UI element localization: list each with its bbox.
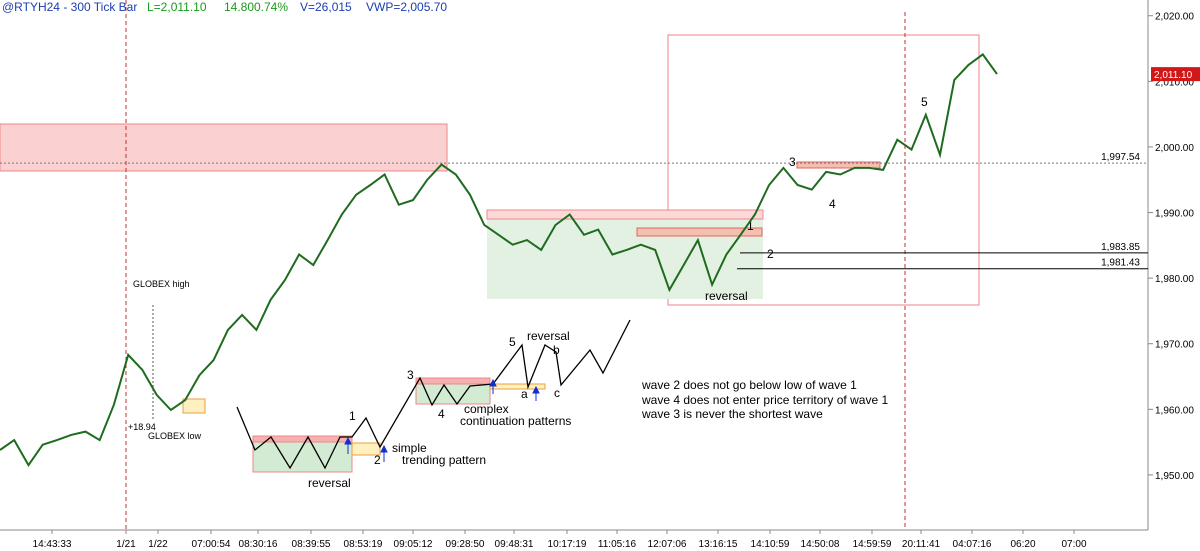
y-tick-label: 1,980.00 [1155,274,1194,285]
y-tick-label: 2,020.00 [1155,12,1194,23]
header-stat: 14.80 [224,0,254,14]
x-tick-label: 14:10:59 [751,539,790,550]
annotation: reversal [705,289,748,303]
annotation: c [554,386,560,400]
annotation: 4 [829,197,836,211]
header-stat: VWP=2,005.70 [366,0,447,14]
annotation: 3 [789,155,796,169]
annotation: reversal [527,329,570,343]
y-tick-label: 1,990.00 [1155,209,1194,220]
title: @RTYH24 - 300 Tick Bar [2,0,137,14]
annotation: wave 3 is never the shortest wave [641,407,823,421]
annotation: continuation patterns [460,414,571,428]
annotation: simple [392,441,427,455]
highlight-box [667,34,980,306]
resistance-band [796,161,881,169]
x-tick-label: 07:00 [1061,539,1086,550]
x-tick-label: 14:59:59 [853,539,892,550]
annotation: 2 [767,247,774,261]
annotation: GLOBEX high [133,279,190,289]
x-tick-label: 1/21 [116,539,136,550]
x-tick-label: 1/22 [148,539,168,550]
annotation: 1 [349,409,356,423]
level-label: 1,983.85 [1101,242,1140,253]
annotation: trending pattern [402,453,486,467]
header-stat: V=26,015 [300,0,352,14]
x-tick-label: 11:05:16 [598,539,637,550]
resistance-band [636,227,763,237]
diagram-pullback [351,442,381,456]
x-tick-label: 08:39:55 [292,539,331,550]
wave-diagram [236,319,631,470]
header-stat: L=2,011.10 [147,0,207,14]
last-price-label: 2,011.10 [1154,70,1193,81]
annotation: wave 2 does not go below low of wave 1 [641,378,857,392]
annotation: b [553,343,560,357]
annotation: 5 [509,335,516,349]
annotation: 1 [747,219,754,233]
price-line [0,52,998,467]
annotation: wave 4 does not enter price territory of… [641,393,888,407]
level-label: 1,997.54 [1101,152,1140,163]
x-tick-label: 04:07:16 [953,539,992,550]
annotation: complex [464,402,509,416]
pullback-box [182,398,206,414]
x-tick-label: 14:50:08 [801,539,840,550]
annotation: reversal [308,476,351,490]
header-stat: 0.74% [254,0,288,14]
x-tick-label: 12:07:06 [648,539,687,550]
annotation: +18.94 [128,422,156,432]
y-tick-label: 2,010.00 [1155,77,1194,88]
annotation: 4 [438,407,445,421]
y-tick-label: 2,000.00 [1155,143,1194,154]
annotation: GLOBEX low [148,431,202,441]
level-label: 1,981.43 [1101,258,1140,269]
diagram-band [415,377,491,385]
x-tick-label: 08:30:16 [239,539,278,550]
y-tick-label: 1,970.00 [1155,340,1194,351]
diagram-zone [252,439,353,473]
x-tick-label: 20:11:41 [902,539,941,550]
x-tick-label: 08:53:19 [344,539,383,550]
x-tick-label: 06:20 [1010,539,1035,550]
annotation: 3 [407,368,414,382]
x-tick-label: 09:05:12 [394,539,433,550]
annotation: 2 [374,453,381,467]
annotation: 5 [921,95,928,109]
y-tick-label: 1,950.00 [1155,471,1194,482]
x-tick-label: 14:43:33 [33,539,72,550]
x-tick-label: 09:28:50 [446,539,485,550]
y-tick-label: 1,960.00 [1155,405,1194,416]
x-tick-label: 13:16:15 [699,539,738,550]
x-tick-label: 10:17:19 [548,539,587,550]
supply-zone [0,123,448,172]
x-tick-label: 09:48:31 [495,539,534,550]
x-tick-label: 07:00:54 [192,539,231,550]
diagram-band [252,435,353,443]
arrows [344,378,540,462]
last-price-box [1151,67,1200,82]
resistance-band [486,209,764,220]
annotation: a [521,387,528,401]
